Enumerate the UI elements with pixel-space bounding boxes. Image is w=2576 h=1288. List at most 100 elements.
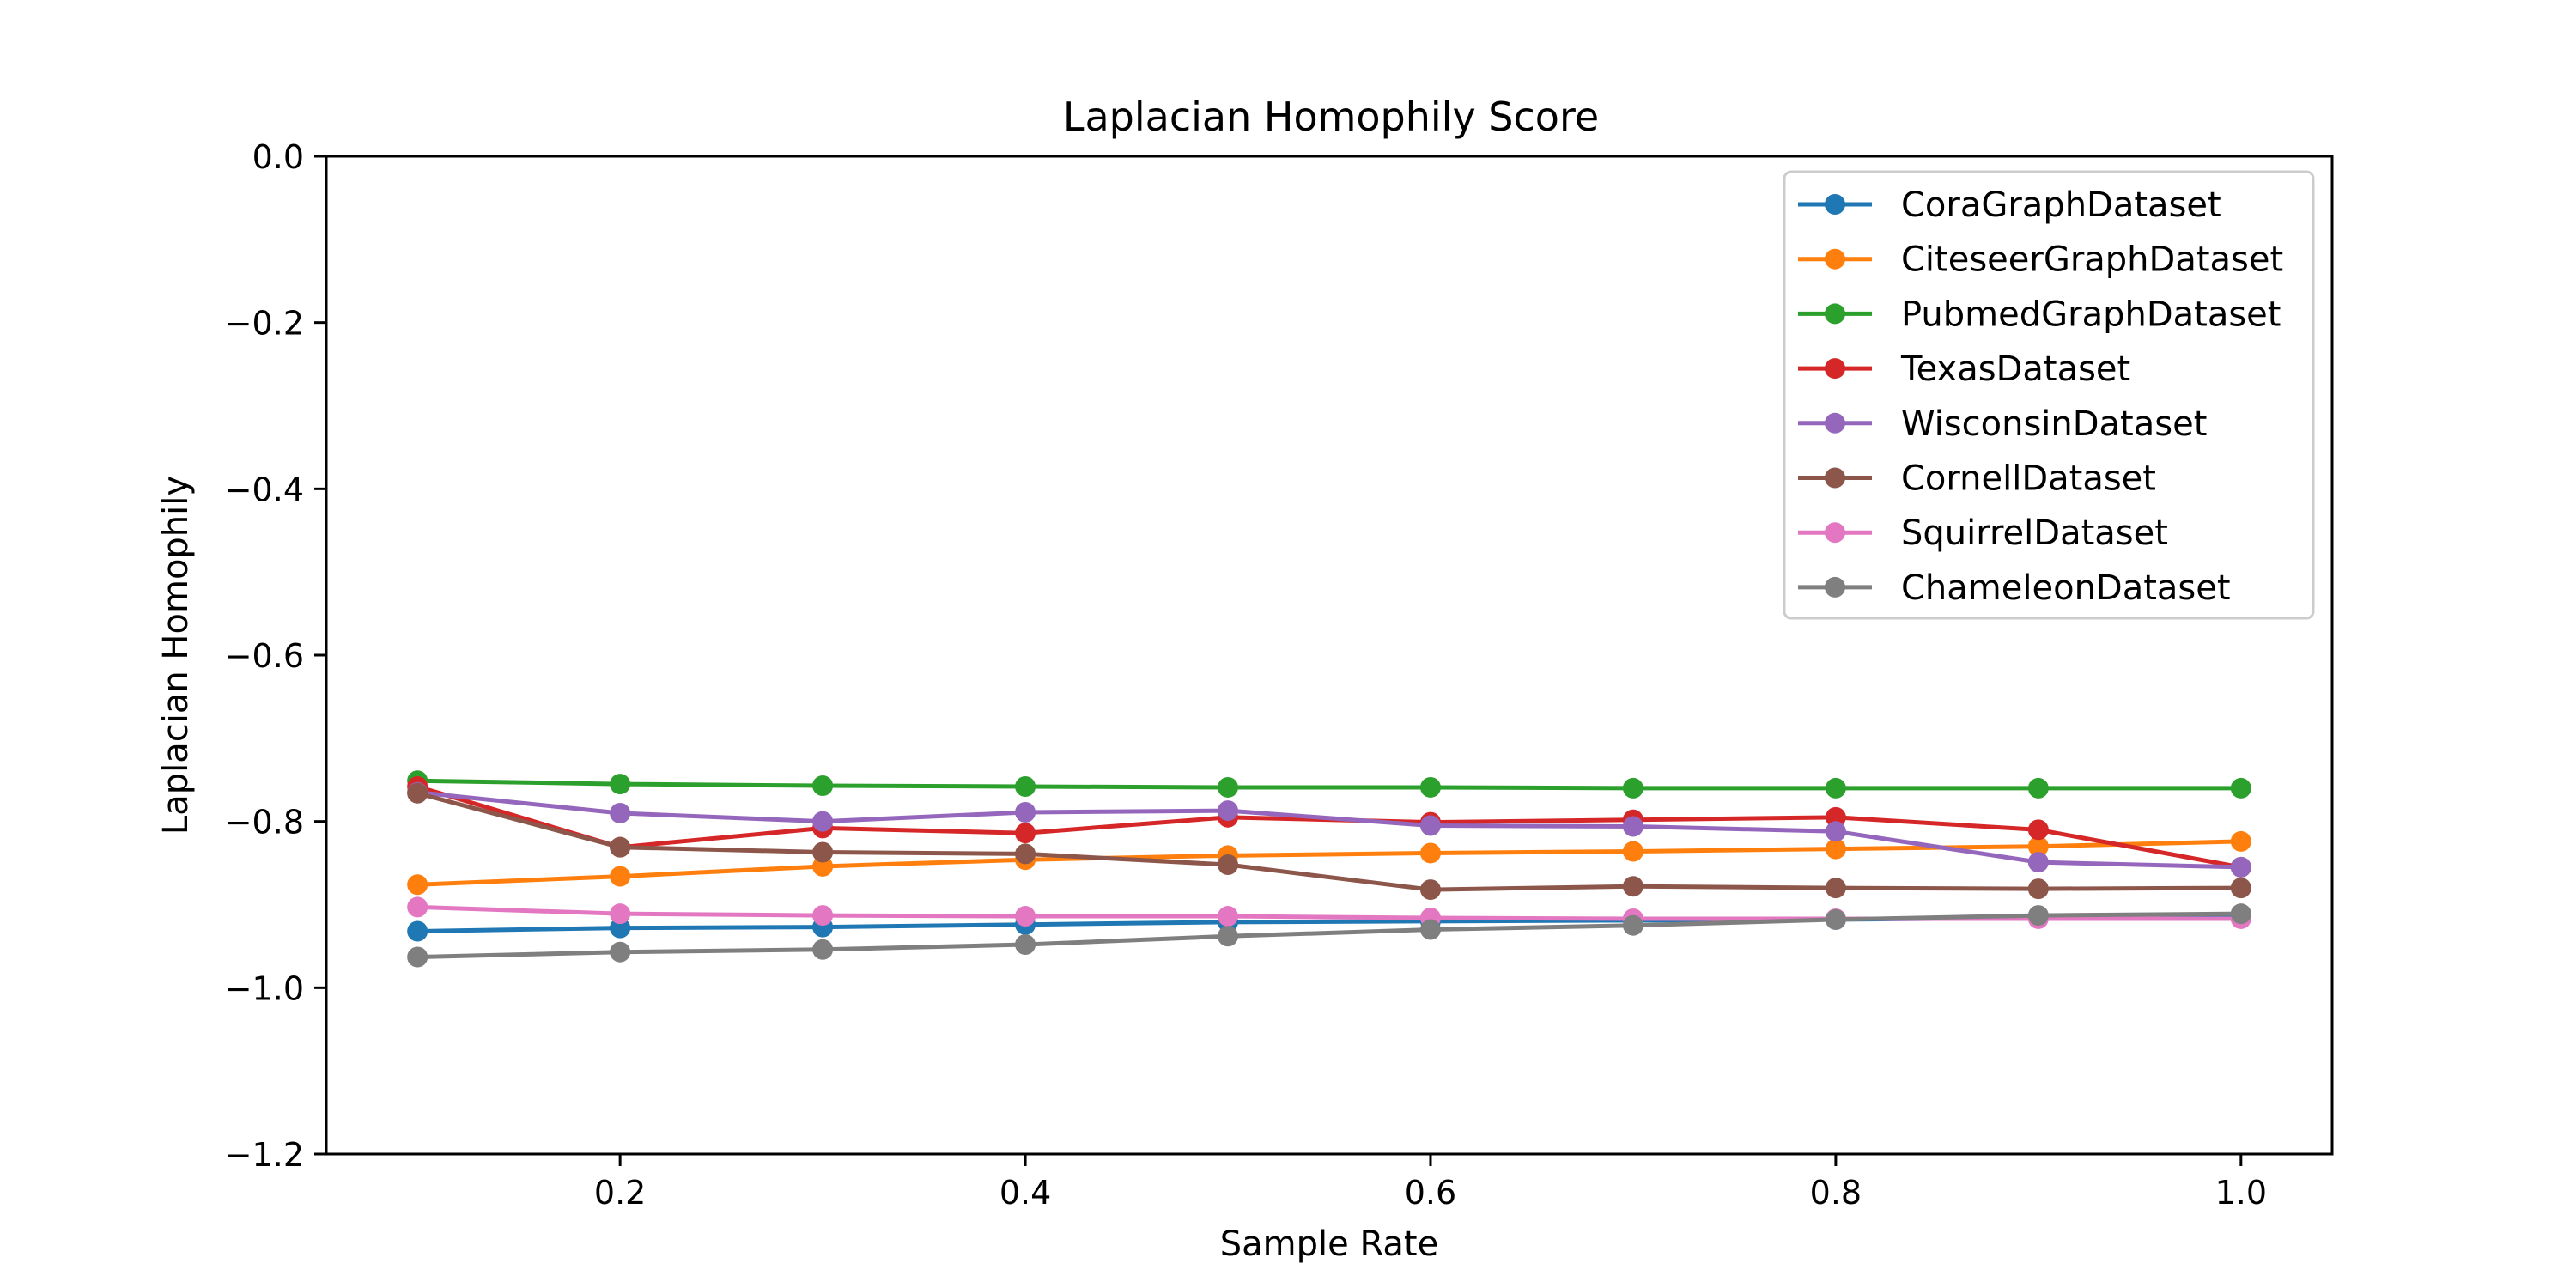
legend-marker: [1825, 358, 1845, 380]
data-point: [1825, 821, 1846, 842]
data-point: [2230, 903, 2251, 925]
data-point: [812, 811, 834, 832]
y-tick-label: −1.2: [225, 1136, 304, 1174]
legend-box: [1783, 170, 2315, 620]
legend-item: TexasDataset: [1798, 349, 2130, 389]
data-point: [1825, 777, 1846, 799]
legend-item: CiteseerGraphDataset: [1798, 240, 2283, 280]
legend-marker: [1825, 248, 1845, 270]
legend-label: TexasDataset: [1900, 349, 2130, 389]
x-axis-label: Sample Rate: [1220, 1224, 1438, 1264]
y-tick-label: −0.4: [225, 471, 304, 508]
data-point: [1622, 876, 1643, 897]
legend-label: PubmedGraphDataset: [1901, 295, 2281, 334]
x-tick-label: 1.0: [2215, 1174, 2267, 1212]
series-CornellDataset: [407, 782, 2251, 901]
data-point: [407, 920, 428, 942]
data-point: [2027, 852, 2049, 873]
y-axis-ticks: 0.0 −0.2 −0.4 −0.6 −0.8 −1.0 −1.2: [225, 138, 326, 1174]
legend-marker: [1825, 576, 1845, 598]
legend-item: SquirrelDataset: [1798, 513, 2168, 553]
data-point: [407, 782, 428, 804]
legend-item: PubmedGraphDataset: [1798, 295, 2281, 334]
data-point: [1419, 776, 1441, 798]
y-tick-label: −0.6: [225, 637, 304, 675]
data-point: [1015, 906, 1036, 927]
y-tick-label: −0.8: [225, 804, 304, 841]
series-line: [415, 778, 2244, 791]
legend: CoraGraphDataset CiteseerGraphDataset Pubm…: [1783, 170, 2315, 620]
x-tick-label: 0.2: [594, 1174, 646, 1212]
data-point: [1825, 908, 1846, 930]
data-point: [1218, 800, 1239, 822]
legend-item: CornellDataset: [1798, 459, 2156, 499]
series-line: [415, 790, 2244, 870]
legend-marker: [1825, 467, 1845, 489]
data-point: [1218, 776, 1239, 798]
data-point: [812, 775, 834, 797]
data-point: [1015, 843, 1036, 865]
legend-marker: [1825, 412, 1845, 434]
legend-marker: [1825, 522, 1845, 544]
plot-area-frame: [325, 155, 2334, 1156]
data-point: [1622, 914, 1643, 936]
series-layer: [407, 770, 2251, 968]
legend-label: SquirrelDataset: [1901, 513, 2168, 553]
y-tick-label: 0.0: [252, 138, 304, 176]
data-point: [1015, 823, 1036, 844]
data-point: [2027, 905, 2049, 927]
data-point: [610, 774, 631, 795]
data-point: [1419, 919, 1441, 940]
data-point: [407, 896, 428, 918]
legend-label: CornellDataset: [1901, 459, 2156, 499]
data-point: [2230, 830, 2251, 852]
data-point: [1015, 802, 1036, 823]
data-point: [812, 855, 834, 877]
chart-title: Laplacian Homophily Score: [1063, 94, 1599, 140]
data-point: [1218, 926, 1239, 947]
legend-marker: [1825, 194, 1845, 215]
x-axis-ticks: 0.2 0.4 0.6 0.8 1.0: [594, 1154, 2267, 1212]
data-point: [610, 866, 631, 887]
legend-label: WisconsinDataset: [1901, 404, 2207, 444]
data-point: [1419, 815, 1441, 836]
data-point: [610, 917, 631, 939]
y-axis-label: Laplacian Homophily: [156, 476, 196, 835]
legend-marker: [1825, 303, 1845, 325]
data-point: [812, 905, 834, 927]
data-point: [1825, 878, 1846, 899]
legend-label: CiteseerGraphDataset: [1901, 240, 2283, 280]
data-point: [1825, 838, 1846, 860]
data-point: [1622, 841, 1643, 862]
data-point: [610, 941, 631, 963]
x-tick-label: 0.6: [1405, 1174, 1456, 1212]
data-point: [1622, 777, 1643, 799]
data-point: [1015, 933, 1036, 955]
y-tick-label: −0.2: [225, 305, 304, 343]
data-point: [1419, 879, 1441, 901]
x-tick-label: 0.8: [1810, 1174, 1862, 1212]
legend-label: ChameleonDataset: [1901, 568, 2231, 608]
series-line: [415, 911, 2244, 960]
data-point: [2027, 878, 2049, 900]
data-point: [610, 903, 631, 925]
data-point: [812, 939, 834, 960]
legend-item: WisconsinDataset: [1798, 404, 2207, 444]
data-point: [2027, 835, 2049, 857]
data-point: [407, 874, 428, 896]
y-tick-label: −1.0: [225, 969, 304, 1007]
data-point: [2027, 777, 2049, 799]
data-point: [2230, 777, 2251, 799]
data-point: [1218, 854, 1239, 876]
data-point: [812, 841, 834, 863]
data-point: [610, 802, 631, 823]
data-point: [610, 836, 631, 858]
legend-item: ChameleonDataset: [1798, 568, 2231, 608]
series-line: [415, 791, 2244, 892]
legend-label: CoraGraphDataset: [1901, 185, 2221, 225]
data-point: [1015, 775, 1036, 797]
legend-item: CoraGraphDataset: [1798, 185, 2221, 225]
data-point: [1218, 906, 1239, 927]
